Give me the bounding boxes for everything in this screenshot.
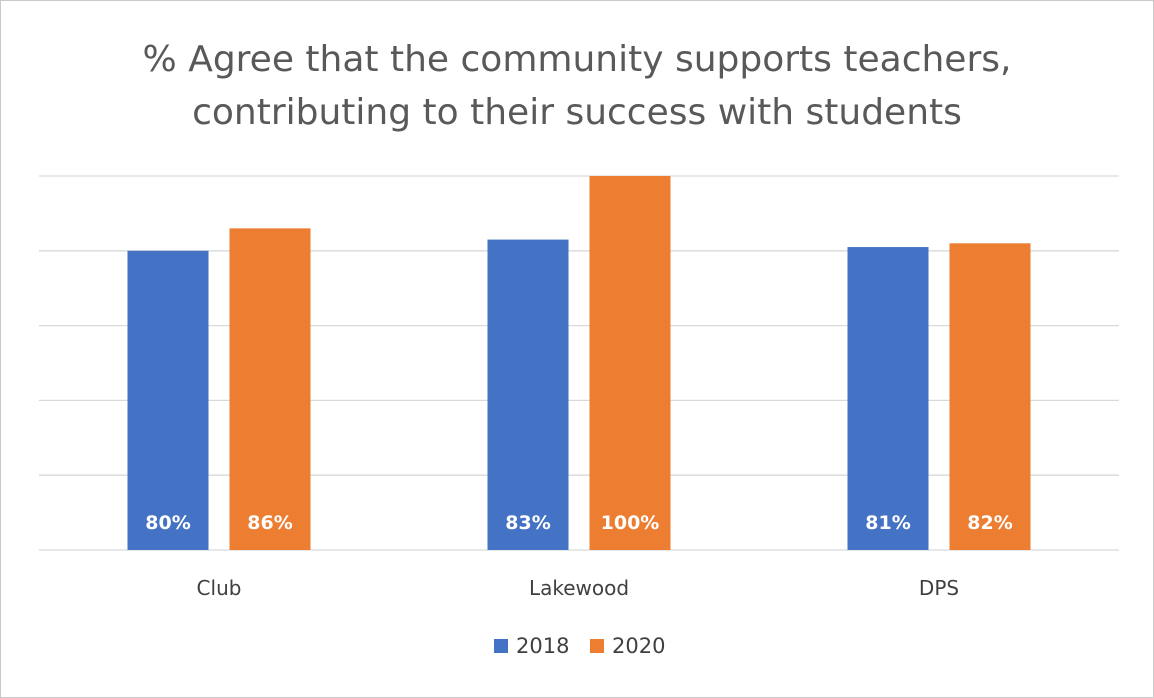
chart-title: % Agree that the community supports teac…	[143, 39, 1012, 133]
bar-2020-dps	[949, 243, 1031, 550]
legend-swatch-2020	[590, 639, 604, 653]
category-label: Lakewood	[529, 576, 629, 600]
legend-label: 2020	[612, 634, 665, 658]
data-label: 82%	[967, 512, 1012, 534]
category-labels: Club Lakewood DPS	[197, 576, 960, 600]
data-label: 81%	[865, 512, 910, 534]
legend-swatch-2018	[494, 639, 508, 653]
legend: 2018 2020	[494, 634, 665, 658]
bar-2018-dps	[847, 247, 929, 550]
chart-title-line-1: % Agree that the community supports teac…	[143, 39, 1012, 80]
category-label: DPS	[919, 576, 959, 600]
gridlines	[39, 175, 1119, 551]
category-label: Club	[197, 576, 242, 600]
data-label: 100%	[601, 512, 660, 534]
bar-2020-lakewood	[589, 176, 671, 550]
data-label: 83%	[505, 512, 550, 534]
bar-2018-club	[127, 250, 209, 551]
bars	[127, 176, 1031, 551]
data-labels: 80% 86% 83% 100% 81% 82%	[145, 512, 1012, 534]
chart-title-line-2: contributing to their success with stude…	[192, 92, 962, 133]
bar-2018-lakewood	[487, 239, 569, 550]
data-label: 86%	[247, 512, 292, 534]
legend-label: 2018	[516, 634, 569, 658]
data-label: 80%	[145, 512, 190, 534]
bar-2020-club	[229, 228, 311, 551]
